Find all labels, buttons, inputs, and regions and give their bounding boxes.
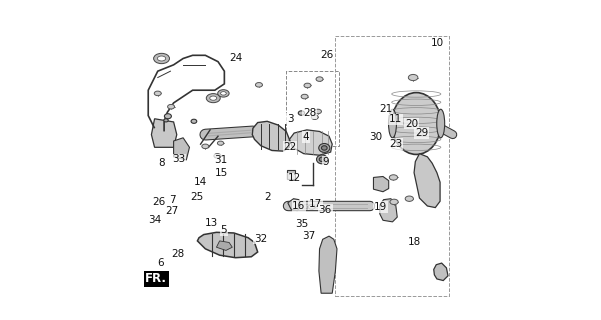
Ellipse shape <box>437 109 445 138</box>
Ellipse shape <box>168 104 174 109</box>
Ellipse shape <box>164 119 168 122</box>
Polygon shape <box>216 241 233 251</box>
Bar <box>287 170 295 179</box>
Text: 11: 11 <box>389 114 402 124</box>
Ellipse shape <box>392 92 441 155</box>
Text: 5: 5 <box>221 225 227 236</box>
Bar <box>335 36 449 296</box>
Ellipse shape <box>301 94 308 99</box>
Text: 16: 16 <box>292 201 305 211</box>
Ellipse shape <box>218 141 224 145</box>
Text: 30: 30 <box>370 132 383 142</box>
Ellipse shape <box>308 205 315 209</box>
Text: 28: 28 <box>171 249 184 259</box>
Ellipse shape <box>154 91 161 96</box>
Text: 21: 21 <box>379 104 392 114</box>
Text: 22: 22 <box>284 142 297 152</box>
Polygon shape <box>197 232 258 258</box>
Ellipse shape <box>319 143 330 152</box>
Polygon shape <box>373 177 389 192</box>
Text: 32: 32 <box>254 234 267 244</box>
Ellipse shape <box>206 94 220 103</box>
Ellipse shape <box>322 146 327 150</box>
Text: 3: 3 <box>287 114 293 124</box>
Ellipse shape <box>154 53 169 64</box>
Text: 9: 9 <box>323 156 329 167</box>
Text: 18: 18 <box>408 237 421 247</box>
Text: 26: 26 <box>153 197 166 207</box>
Text: 15: 15 <box>215 168 228 178</box>
Text: 34: 34 <box>148 215 161 225</box>
Text: 35: 35 <box>296 220 309 229</box>
Ellipse shape <box>221 92 226 95</box>
Ellipse shape <box>405 196 413 201</box>
Text: 36: 36 <box>319 205 332 215</box>
Ellipse shape <box>202 144 209 148</box>
Text: 31: 31 <box>214 155 227 165</box>
Ellipse shape <box>255 83 263 87</box>
Polygon shape <box>319 236 337 293</box>
Polygon shape <box>290 130 332 155</box>
Polygon shape <box>434 263 448 281</box>
Text: 25: 25 <box>190 192 203 202</box>
Polygon shape <box>380 199 397 222</box>
Ellipse shape <box>304 83 311 88</box>
Ellipse shape <box>388 109 397 138</box>
Ellipse shape <box>210 96 217 100</box>
Text: 28: 28 <box>303 108 316 118</box>
Text: 29: 29 <box>415 128 429 138</box>
Text: 33: 33 <box>172 154 185 164</box>
Text: 26: 26 <box>320 50 334 60</box>
Text: 12: 12 <box>287 173 300 183</box>
Ellipse shape <box>317 155 328 164</box>
Text: 8: 8 <box>158 157 165 168</box>
Ellipse shape <box>214 154 221 158</box>
Text: 6: 6 <box>157 259 164 268</box>
Ellipse shape <box>316 77 323 81</box>
Ellipse shape <box>191 119 197 124</box>
Text: 10: 10 <box>430 38 444 48</box>
Text: 4: 4 <box>303 132 310 142</box>
Text: FR.: FR. <box>145 272 167 285</box>
Text: 14: 14 <box>194 177 207 187</box>
Polygon shape <box>252 121 290 151</box>
Ellipse shape <box>408 75 418 81</box>
Text: 19: 19 <box>374 202 387 212</box>
Text: 13: 13 <box>204 219 218 228</box>
Ellipse shape <box>157 56 166 61</box>
Ellipse shape <box>165 114 171 119</box>
Text: 24: 24 <box>229 53 242 63</box>
Ellipse shape <box>314 109 322 114</box>
Text: 17: 17 <box>309 199 322 209</box>
Bar <box>286 71 338 146</box>
Ellipse shape <box>311 115 319 119</box>
Polygon shape <box>288 199 300 211</box>
Text: 20: 20 <box>405 118 418 129</box>
Text: 23: 23 <box>389 139 402 149</box>
Polygon shape <box>414 154 440 208</box>
Polygon shape <box>151 119 177 147</box>
Text: 7: 7 <box>169 195 175 205</box>
Ellipse shape <box>389 175 398 180</box>
Ellipse shape <box>218 90 229 97</box>
Text: 27: 27 <box>165 206 178 216</box>
Ellipse shape <box>298 111 305 115</box>
Ellipse shape <box>319 157 325 162</box>
Text: 2: 2 <box>264 192 271 203</box>
Polygon shape <box>174 138 189 160</box>
Ellipse shape <box>390 199 398 204</box>
Text: 37: 37 <box>302 231 316 241</box>
